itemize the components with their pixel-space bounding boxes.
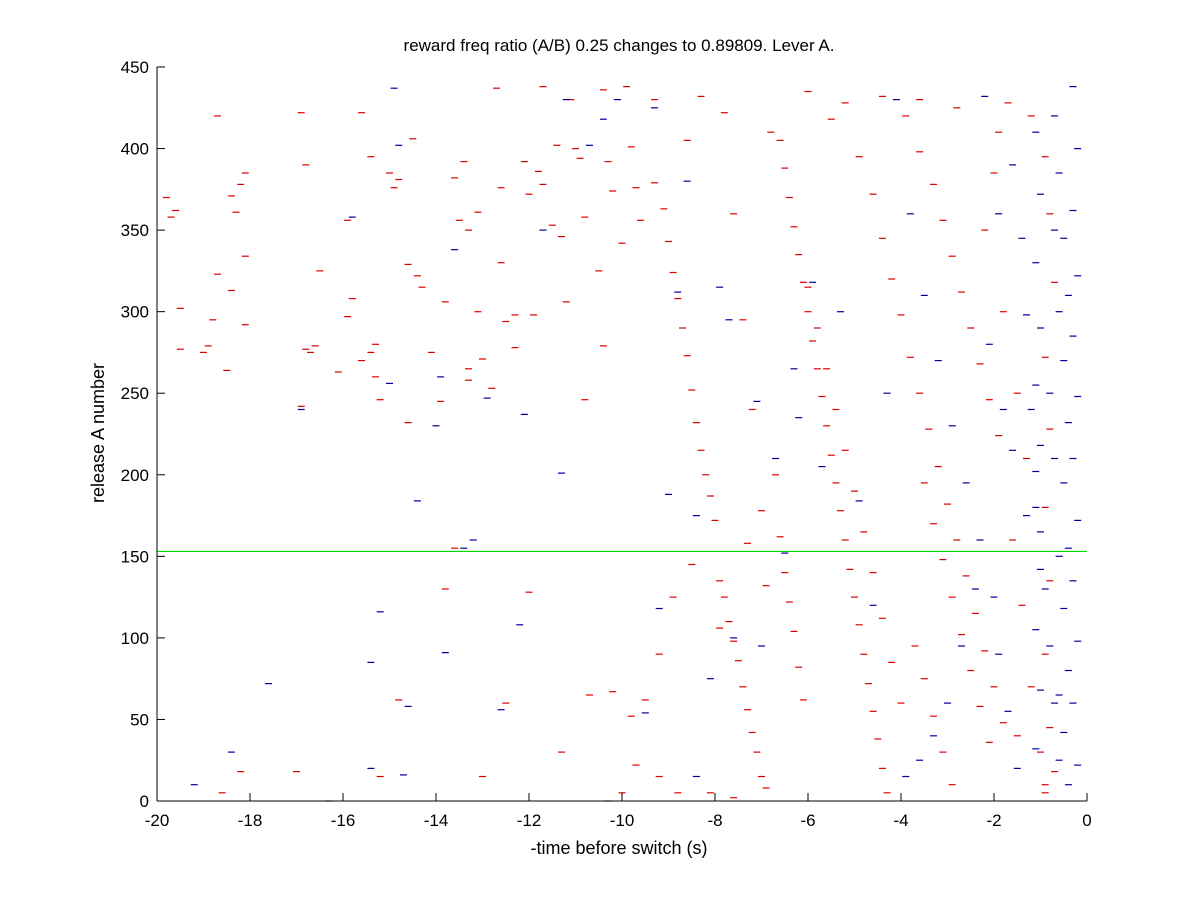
y-tick-label: 0 — [140, 792, 149, 811]
x-tick-label: -12 — [517, 811, 542, 830]
axes: -20 -18 -16 -14 -12 -10 -8 -6 -4 -2 00501001502002… — [121, 58, 1092, 830]
x-tick-label: -14 — [424, 811, 449, 830]
x-tick-label: -18 — [238, 811, 263, 830]
markers-layer — [157, 85, 1087, 802]
y-tick-label: 450 — [121, 58, 149, 77]
y-tick-label: 100 — [121, 629, 149, 648]
y-tick-label: 350 — [121, 221, 149, 240]
y-tick-label: 150 — [121, 547, 149, 566]
x-tick-label: 0 — [1082, 811, 1091, 830]
x-tick-label: -6 — [800, 811, 815, 830]
x-axis-label: -time before switch (s) — [530, 838, 707, 858]
y-tick-label: 200 — [121, 466, 149, 485]
y-tick-label: 300 — [121, 303, 149, 322]
x-tick-label: -16 — [331, 811, 356, 830]
x-tick-label: -20 — [145, 811, 170, 830]
chart-title: reward freq ratio (A/B) 0.25 changes to … — [404, 36, 835, 55]
y-tick-label: 250 — [121, 384, 149, 403]
y-tick-label: 50 — [130, 710, 149, 729]
y-axis-label: release A number — [88, 363, 108, 503]
x-tick-label: -8 — [707, 811, 722, 830]
y-tick-label: 400 — [121, 140, 149, 159]
x-tick-label: -2 — [986, 811, 1001, 830]
x-tick-label: -10 — [610, 811, 635, 830]
x-tick-label: -4 — [893, 811, 908, 830]
